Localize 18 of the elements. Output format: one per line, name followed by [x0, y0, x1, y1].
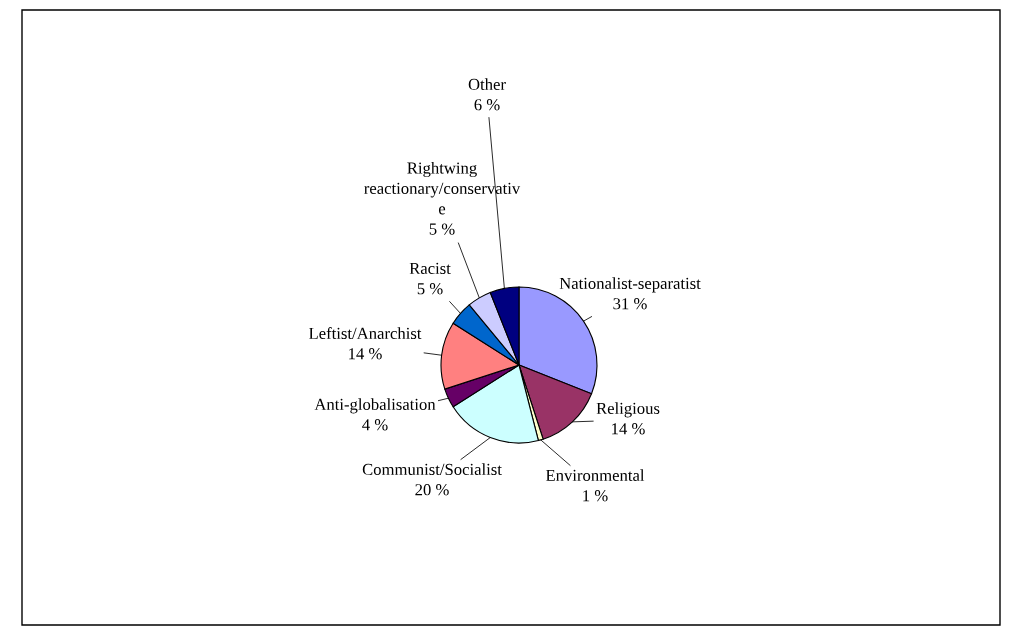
data-label: 14 %: [349, 348, 382, 360]
data-label: 14 %: [612, 423, 645, 435]
data-label: 5 %: [417, 283, 443, 295]
slice-label: Leftist/Anarchist: [309, 327, 422, 340]
slice-label: Racist: [409, 262, 451, 275]
data-label: 31 %: [613, 298, 647, 310]
slice-label: Communist/Socialist: [362, 463, 502, 476]
slice-label: Anti-globalisation: [314, 398, 436, 414]
data-label: 5 %: [429, 223, 455, 235]
slice-label: Other: [468, 78, 506, 91]
data-label: 6 %: [474, 99, 500, 111]
slice-label: Environmental: [545, 469, 645, 482]
data-label: 4 %: [362, 419, 388, 431]
slice-label: Nationalist-separatist: [559, 277, 701, 293]
slice-label: Religious: [596, 402, 660, 418]
data-label: 20 %: [415, 484, 449, 496]
slice-label: Rightwing reactionary/conservativ e: [364, 161, 521, 215]
data-label: 1 %: [583, 490, 608, 502]
